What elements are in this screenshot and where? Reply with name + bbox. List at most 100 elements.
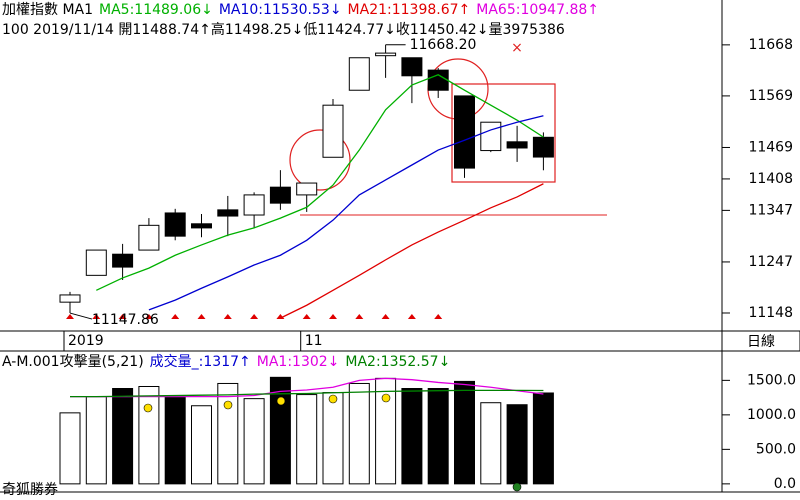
signal-dot	[381, 393, 391, 403]
y-tick-label: 11668	[748, 37, 793, 53]
period-label: 日線	[747, 334, 775, 350]
candle-body	[112, 253, 134, 268]
y-tick-label: 11347	[748, 202, 793, 218]
signal-dot	[512, 482, 522, 492]
legend-label: 成交量_:1317↑	[150, 353, 251, 370]
candle-body	[191, 223, 212, 229]
volume-bar	[348, 382, 370, 485]
plot: 11148 11247 11347 11408 11469 11569 11668 2019 1…	[59, 37, 796, 492]
candle-body	[454, 95, 475, 169]
signal-triangle	[250, 314, 259, 319]
index-name: 加權指數 MA1	[2, 2, 93, 18]
legend-label: MA10:11530.53↓	[219, 2, 342, 18]
ma-line	[96, 74, 544, 291]
ma-line	[148, 115, 544, 311]
candle-body	[375, 52, 397, 57]
signal-triangle	[407, 314, 416, 319]
header-line-1: 加權指數 MA1 MA5:11489.06↓ MA10:11530.53↓ MA21:…	[2, 2, 599, 18]
candle-body	[217, 209, 239, 217]
annotation: 11147.86	[92, 312, 159, 328]
y-tick-label: 500.0	[756, 441, 796, 457]
candle-body	[269, 186, 291, 204]
legend-label: MA5:11489.06↓	[99, 2, 213, 18]
volume-bar	[454, 380, 475, 485]
y-tick-label: 1000.0	[747, 407, 796, 423]
candle-body	[401, 57, 423, 77]
volume-bar	[506, 404, 528, 485]
annotation: 11668.20	[410, 37, 477, 53]
candle-body	[59, 294, 81, 303]
annotation-leader	[69, 312, 93, 320]
signal-triangle	[197, 314, 206, 319]
signal-triangle	[355, 314, 364, 319]
volume-bar	[480, 402, 502, 485]
candle-body	[532, 136, 554, 158]
candle-body	[348, 57, 370, 91]
x-tick-label: 11	[305, 333, 323, 349]
x-tick-label: 2019	[68, 333, 104, 349]
volume-bar	[112, 388, 134, 485]
signal-triangle	[118, 314, 127, 319]
volume-bar	[191, 405, 212, 485]
y-tick-label: 11148	[748, 305, 793, 321]
volume-bar	[85, 396, 107, 485]
signal-triangle	[381, 314, 390, 319]
y-tick-label: 1500.0	[747, 372, 796, 388]
y-tick-label: 11408	[748, 171, 793, 187]
volume-bar	[164, 396, 186, 485]
candle-body	[85, 249, 107, 276]
signal-dot	[276, 396, 286, 406]
marker-x: ×	[511, 40, 523, 56]
volume-bar	[322, 392, 344, 485]
period-box	[721, 330, 800, 352]
highlight-circle	[289, 129, 351, 191]
candle-body	[506, 141, 528, 149]
signal-dot	[223, 400, 233, 410]
volume-bar	[138, 385, 160, 485]
signal-triangle	[66, 314, 74, 319]
candle-body	[243, 194, 265, 216]
candle-body	[164, 212, 186, 237]
candle-body	[322, 104, 344, 158]
signal-markers	[66, 314, 443, 319]
y-tick-label: 11469	[748, 139, 793, 155]
signal-triangle	[302, 314, 311, 319]
legend-label: MA21:11398.67↑	[348, 2, 471, 18]
legend-label: MA65:10947.88↑	[476, 2, 599, 18]
volume-bar	[59, 412, 81, 485]
ma-line	[70, 377, 544, 398]
signal-triangle	[144, 314, 153, 319]
y-tick-label: 11247	[748, 254, 793, 270]
candle-body	[427, 69, 449, 91]
signal-dot	[143, 403, 153, 413]
signal-dot	[328, 394, 338, 404]
highlight-box	[451, 83, 556, 183]
y-tick-label: 0.0	[774, 476, 796, 492]
signal-triangle	[329, 314, 337, 319]
signal-triangle	[92, 314, 101, 319]
candle-body	[296, 182, 318, 196]
volume-bar	[217, 382, 239, 485]
legend-label: MA2:1352.57↓	[345, 354, 450, 370]
candle-body	[480, 121, 502, 152]
volume-bar	[269, 376, 291, 485]
header-quote: 100 2019/11/14 開11488.74↑高11498.25↓低1142…	[2, 21, 565, 38]
volume-header: A-M.001攻擊量(5,21) 成交量_:1317↑ MA1:1302↓ MA2:1…	[2, 353, 450, 370]
legend-label: MA1:1302↓	[257, 354, 340, 370]
brand: 奇狐勝券	[2, 481, 58, 498]
signal-triangle	[434, 314, 443, 319]
volume-bar	[296, 394, 318, 485]
ma-line	[70, 389, 544, 398]
signal-triangle	[171, 314, 180, 319]
volume-bar	[243, 398, 265, 485]
signal-triangle	[223, 314, 232, 319]
y-tick-label: 11569	[748, 88, 793, 104]
candle-body	[138, 224, 160, 251]
volume-bar	[401, 388, 423, 485]
volume-title: A-M.001攻擊量(5,21)	[2, 353, 144, 370]
volume-bar	[427, 388, 449, 485]
ma-line	[280, 183, 544, 319]
